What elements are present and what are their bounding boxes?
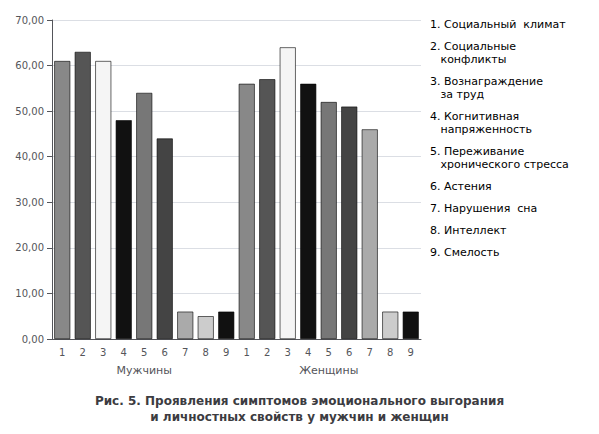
svg-text:5: 5 <box>326 347 332 358</box>
svg-text:8. Интеллект: 8. Интеллект <box>430 224 507 237</box>
svg-text:50,00: 50,00 <box>15 106 44 117</box>
svg-text:5: 5 <box>141 347 147 358</box>
svg-text:4: 4 <box>121 347 127 358</box>
svg-text:6: 6 <box>162 347 168 358</box>
svg-text:4. Когнитивная: 4. Когнитивная <box>430 110 519 123</box>
svg-text:9. Смелость: 9. Смелость <box>430 246 499 259</box>
svg-text:конфликты: конфликты <box>430 53 506 66</box>
svg-text:Мужчины: Мужчины <box>117 364 172 377</box>
svg-text:2. Социальные: 2. Социальные <box>430 40 516 53</box>
svg-text:Рис. 5. Проявления симптомов э: Рис. 5. Проявления симптомов эмоциональн… <box>95 394 504 408</box>
svg-text:7. Нарушения сна: 7. Нарушения сна <box>430 202 537 215</box>
svg-text:Женщины: Женщины <box>299 364 358 377</box>
svg-text:7: 7 <box>182 347 188 358</box>
svg-text:1: 1 <box>59 347 65 358</box>
svg-text:1. Социальный климат: 1. Социальный климат <box>430 18 566 31</box>
svg-text:и личностных свойств у мужчин: и личностных свойств у мужчин и женщин <box>150 410 449 424</box>
svg-text:6: 6 <box>346 347 352 358</box>
svg-text:9: 9 <box>223 347 229 358</box>
svg-text:0,00: 0,00 <box>22 334 44 345</box>
svg-text:1: 1 <box>244 347 250 358</box>
svg-text:70,00: 70,00 <box>15 15 44 26</box>
svg-text:за труд: за труд <box>430 88 484 101</box>
svg-text:10,00: 10,00 <box>15 288 44 299</box>
svg-text:2: 2 <box>80 347 86 358</box>
svg-text:60,00: 60,00 <box>15 60 44 71</box>
svg-text:8: 8 <box>203 347 209 358</box>
svg-text:2: 2 <box>264 347 270 358</box>
svg-text:7: 7 <box>367 347 373 358</box>
svg-text:3. Вознаграждение: 3. Вознаграждение <box>430 75 543 88</box>
svg-text:9: 9 <box>408 347 414 358</box>
svg-text:3: 3 <box>100 347 106 358</box>
svg-text:3: 3 <box>285 347 291 358</box>
svg-text:6. Астения: 6. Астения <box>430 180 492 193</box>
svg-text:20,00: 20,00 <box>15 242 44 253</box>
svg-text:напряженность: напряженность <box>430 123 532 136</box>
svg-text:5. Переживание: 5. Переживание <box>430 145 524 158</box>
svg-text:8: 8 <box>387 347 393 358</box>
svg-text:4: 4 <box>305 347 311 358</box>
svg-text:30,00: 30,00 <box>15 197 44 208</box>
svg-text:хронического стресса: хронического стресса <box>430 158 569 171</box>
svg-text:40,00: 40,00 <box>15 151 44 162</box>
